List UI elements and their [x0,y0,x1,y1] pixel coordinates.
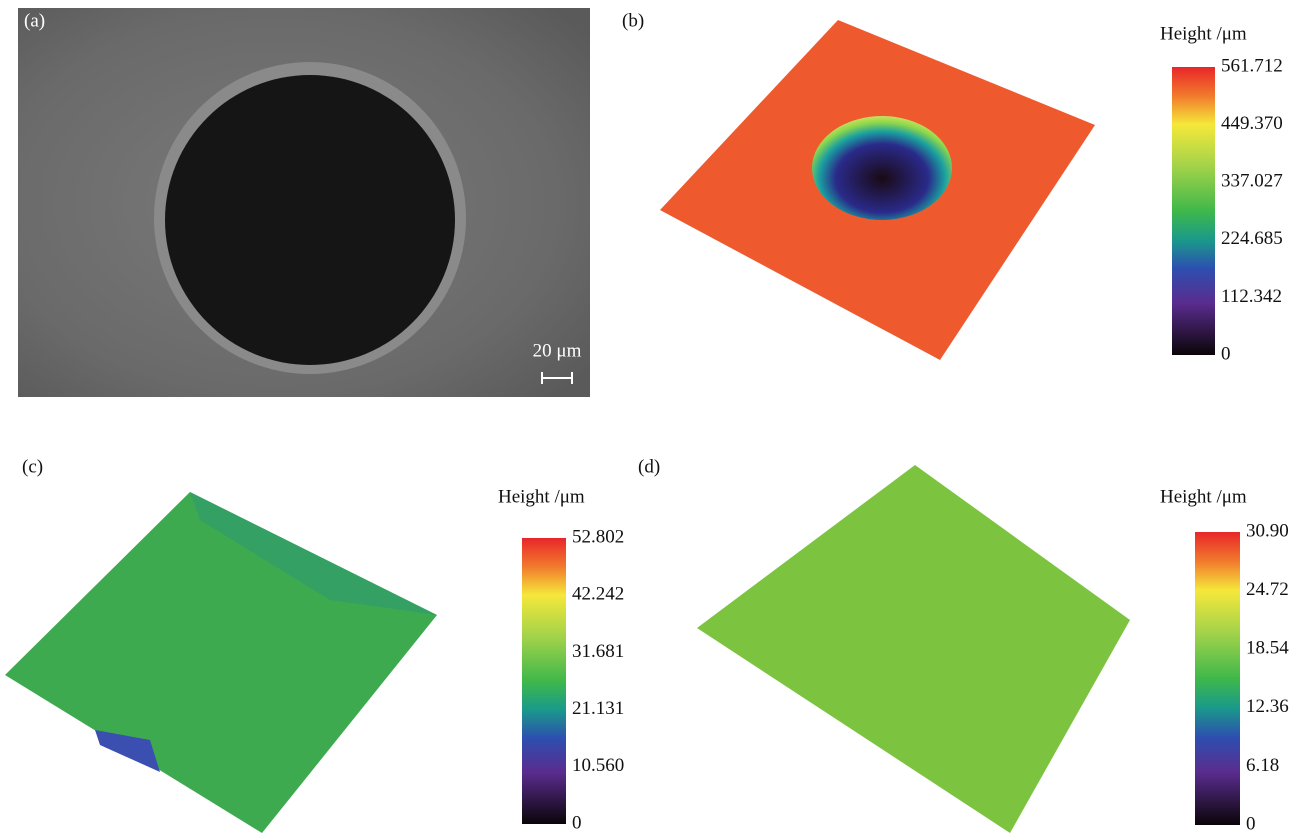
colorbar-title: Height /μm [498,486,585,507]
colorbar-tick-label: 21.131 [572,698,624,719]
figure: (a) 20 μm (b) (c) (d) Height /μm 561.712 4… [0,0,1307,836]
colorbar-title: Height /μm [1160,486,1247,507]
colorbar-tick-label: 10.560 [572,755,624,776]
colorbar-tick-label: 0 [572,812,582,833]
colorbar-tick-label: 18.54 [1246,638,1289,659]
colorbar-tick-label: 561.712 [1221,55,1283,76]
colorbar [1172,67,1215,355]
panel-b: (b) [622,10,1095,360]
colorbar-tick-label: 0 [1221,343,1231,364]
colorbar-tick-label: 112.342 [1221,286,1282,307]
colorbar-tick-label: 52.802 [572,526,624,547]
panel-label: (c) [22,456,43,477]
panel-c: (c) [5,456,437,833]
colorbar-title: Height /μm [1160,23,1247,44]
colorbar-tick-label: 12.36 [1246,696,1289,717]
panel-label: (b) [622,10,644,31]
colorbar-tick-label: 337.027 [1221,171,1283,192]
crater [812,116,952,220]
colorbar-tick-label: 24.72 [1246,579,1289,600]
colorbar-tick-label: 449.370 [1221,113,1283,134]
scale-bar-label: 20 μm [533,340,582,361]
colorbar [1195,532,1240,825]
panel-a: (a) 20 μm [18,8,590,397]
colorbar-tick-label: 31.681 [572,641,624,662]
colorbar-tick-label: 6.18 [1246,755,1279,776]
panel-label: (a) [24,10,45,31]
colorbar-tick-label: 224.685 [1221,228,1283,249]
colorbar [522,538,566,824]
surface [697,465,1130,833]
panel-label: (d) [638,456,660,477]
surface [5,492,437,833]
colorbar-tick-label: 30.90 [1246,520,1289,541]
hole [165,75,455,365]
colorbar-tick-label: 42.242 [572,584,624,605]
colorbar-tick-label: 0 [1246,813,1256,834]
panel-d: (d) [638,456,1130,833]
